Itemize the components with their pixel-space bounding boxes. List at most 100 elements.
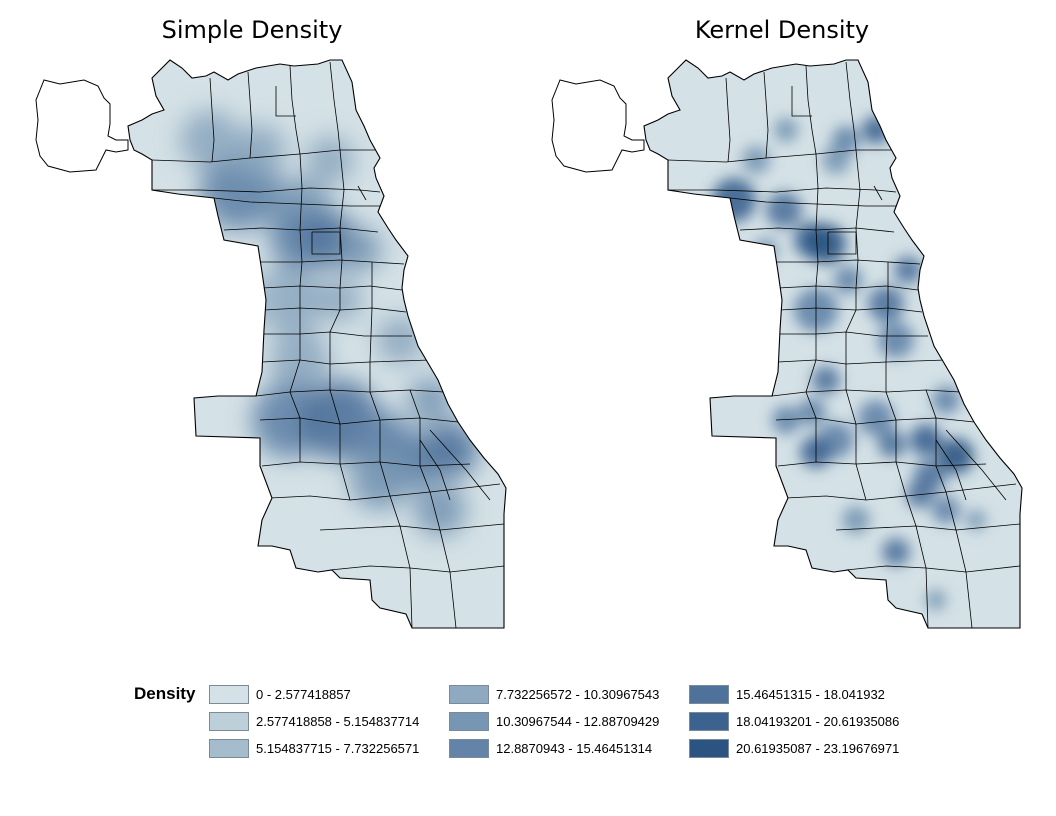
community-boundary-line (667, 149, 892, 163)
community-boundary-line (247, 71, 253, 159)
density-hotspot (966, 510, 986, 530)
density-hotspot (822, 146, 850, 174)
community-boundary-line (873, 185, 883, 201)
legend-swatch (449, 685, 489, 704)
legend-label: 15.46451315 - 18.041932 (736, 687, 885, 702)
map-legend: Density 0 - 2.577418857 2.577418858 - 5.1… (134, 682, 954, 772)
community-boundary-line (845, 61, 861, 229)
density-hotspot (834, 266, 862, 294)
community-boundary-line (289, 229, 303, 462)
legend-swatch (689, 685, 729, 704)
density-hotspot (906, 480, 934, 508)
legend-swatch (209, 712, 249, 731)
community-boundary-line (275, 86, 296, 117)
community-boundary-line (311, 231, 341, 255)
density-hotspot (408, 378, 452, 422)
legend-label: 0 - 2.577418857 (256, 687, 351, 702)
legend-swatch (209, 739, 249, 758)
community-boundary-line (763, 71, 769, 159)
density-hotspot (376, 316, 424, 364)
legend-swatch (689, 712, 729, 731)
community-boundary-line (259, 417, 459, 425)
legend-label: 5.154837715 - 7.732256571 (256, 741, 420, 756)
density-hotspot (772, 406, 800, 434)
density-hotspot (234, 124, 286, 176)
community-boundary-line (419, 439, 451, 501)
community-boundary-line (774, 259, 921, 265)
community-boundary-line (725, 77, 731, 163)
density-hotspot (224, 274, 276, 326)
community-boundary-line (357, 185, 367, 201)
community-boundary-line (777, 461, 987, 467)
legend-item: 15.46451315 - 18.041932 (689, 684, 885, 705)
community-boundary-line (845, 227, 867, 501)
density-hotspot (256, 266, 324, 334)
community-boundary-line (827, 231, 857, 255)
legend-label: 20.61935087 - 23.19676971 (736, 741, 900, 756)
simple-density-map (35, 59, 507, 629)
city-outline (643, 59, 1023, 629)
community-boundary-line (261, 461, 471, 467)
legend-item: 12.8870943 - 15.46451314 (449, 738, 652, 759)
density-hotspot (766, 192, 802, 228)
community-boundary-line (209, 77, 215, 163)
legend-swatch (689, 739, 729, 758)
community-boundary-line (369, 262, 413, 628)
density-hotspot (868, 286, 904, 322)
community-boundary-line (429, 429, 491, 501)
community-boundary-line (329, 227, 351, 501)
community-boundary-line (925, 389, 973, 628)
community-boundary-line (255, 389, 445, 397)
density-hotspot (894, 256, 922, 284)
legend-label: 18.04193201 - 20.61935086 (736, 714, 900, 729)
legend-item: 10.30967544 - 12.88709429 (449, 711, 659, 732)
community-boundary-line (935, 439, 967, 501)
legend-item: 2.577418858 - 5.154837714 (209, 711, 419, 732)
map-title-simple: Simple Density (161, 16, 343, 44)
community-boundary-line (258, 259, 405, 265)
community-boundary-line (805, 65, 819, 231)
community-boundary-line (771, 389, 961, 397)
density-hotspot (882, 538, 910, 566)
legend-item: 20.61935087 - 23.19676971 (689, 738, 899, 759)
density-hotspot (774, 118, 798, 142)
ohare-outline (35, 79, 129, 173)
community-boundary-line (329, 61, 345, 229)
map-panel-kernel-density: Kernel Density (528, 0, 1056, 650)
density-hotspot (878, 430, 906, 458)
legend-item: 18.04193201 - 20.61935086 (689, 711, 899, 732)
density-hotspot (842, 506, 870, 534)
density-hotspot (798, 398, 826, 426)
density-hotspot (932, 386, 960, 414)
density-hotspot (878, 322, 914, 358)
community-boundary-line (775, 417, 975, 425)
community-area-boundaries (667, 61, 1021, 628)
legend-item: 0 - 2.577418857 (209, 684, 351, 705)
community-boundary-line (785, 483, 1017, 501)
ohare-airport-area (35, 79, 129, 173)
legend-title: Density (134, 684, 196, 703)
density-hotspot (932, 496, 960, 524)
density-hotspot (338, 228, 382, 272)
legend-label: 12.8870943 - 15.46451314 (496, 741, 653, 756)
community-boundary-line (729, 197, 902, 207)
legend-label: 2.577418858 - 5.154837714 (256, 714, 420, 729)
community-boundary-line (152, 187, 381, 193)
legend-swatch (209, 685, 249, 704)
density-hotspot (812, 366, 840, 394)
density-hotspot (306, 136, 354, 184)
community-boundary-line (409, 389, 457, 628)
ohare-airport-area (551, 79, 645, 173)
community-boundary-line (213, 197, 386, 207)
ohare-outline (551, 79, 645, 173)
map-panel-simple-density: Simple Density (0, 0, 528, 650)
density-hotspot (742, 146, 770, 174)
density-hotspot (910, 424, 942, 456)
community-boundary-line (945, 429, 1007, 501)
community-boundary-line (289, 65, 303, 231)
community-boundary-line (805, 229, 819, 462)
community-boundary-line (151, 149, 376, 163)
legend-label: 10.30967544 - 12.88709429 (496, 714, 660, 729)
kernel-density-map (551, 59, 1023, 629)
legend-swatch (449, 739, 489, 758)
